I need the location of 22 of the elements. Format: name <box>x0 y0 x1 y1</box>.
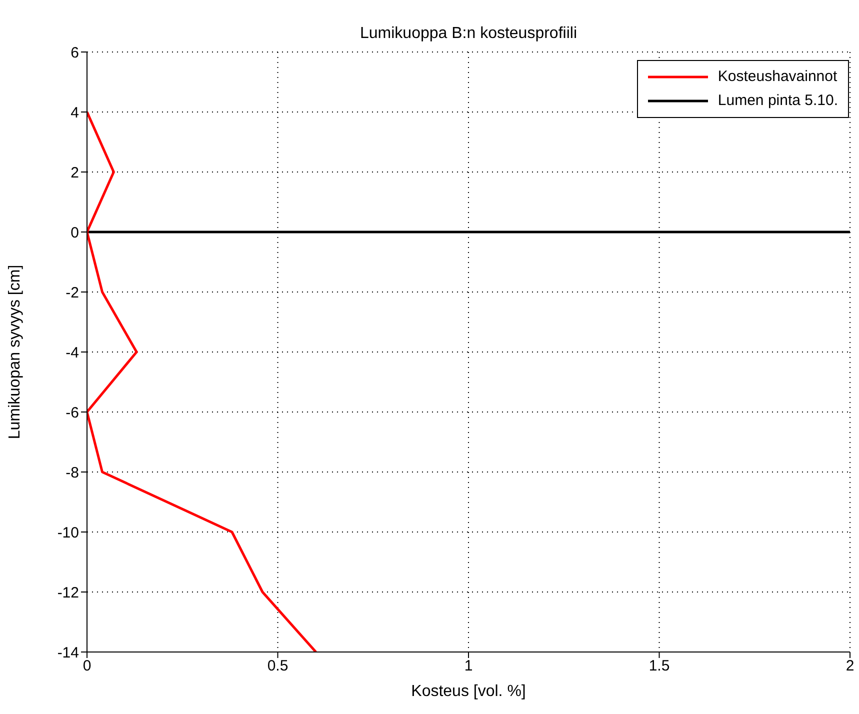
y-axis-title: Lumikuopan syvyys [cm] <box>6 264 24 440</box>
y-tick-label: -12 <box>57 584 79 602</box>
x-tick-label: 0.5 <box>267 658 288 675</box>
y-tick-label: -8 <box>66 464 79 482</box>
x-tick-label: 2 <box>846 658 854 675</box>
y-tick-label: 2 <box>70 164 79 182</box>
y-tick-label: -6 <box>66 404 79 422</box>
y-tick-label: -4 <box>66 344 79 362</box>
y-tick-label: 0 <box>70 224 79 242</box>
y-tick-label: -2 <box>66 284 79 302</box>
legend-label: Lumen pinta 5.10. <box>718 91 838 111</box>
x-axis-title: Kosteus [vol. %] <box>411 683 526 700</box>
y-tick-label: -10 <box>57 524 79 542</box>
y-tick-label: 4 <box>70 104 79 122</box>
y-tick-label: -14 <box>57 644 79 662</box>
x-tick-label: 0 <box>82 658 92 675</box>
x-tick-label: 1.5 <box>648 658 670 675</box>
line-series <box>87 110 318 652</box>
y-tick-label: 6 <box>70 44 79 62</box>
legend-label: Kosteushavainnot <box>718 67 838 87</box>
x-tick-label: 1 <box>464 658 473 675</box>
chart-title: Lumikuoppa B:n kosteusprofiili <box>360 25 578 42</box>
